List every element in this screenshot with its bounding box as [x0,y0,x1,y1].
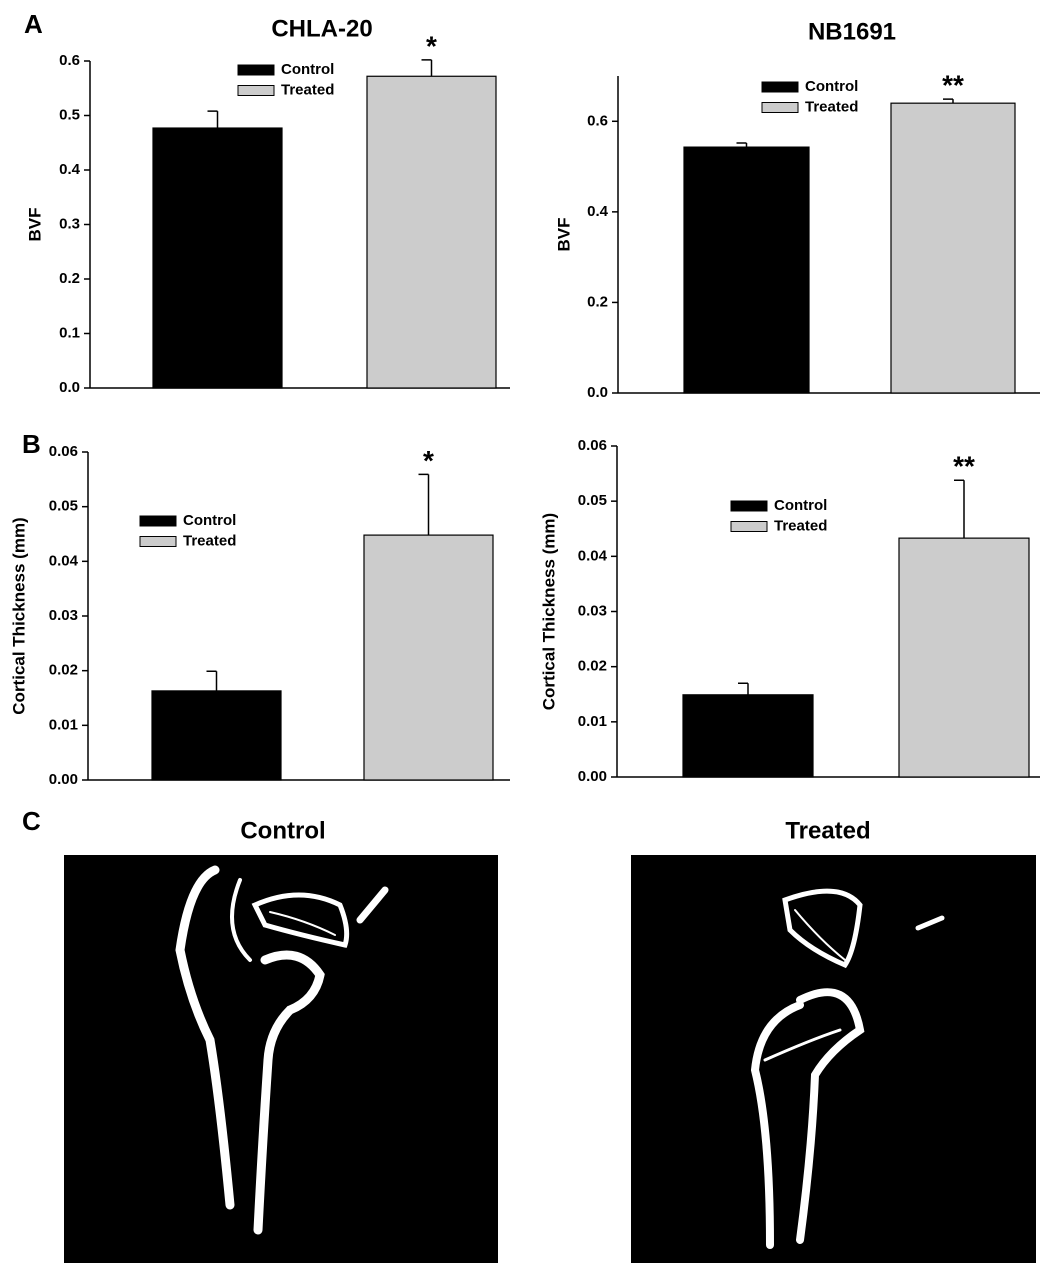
y-tick-label: 0.00 [578,768,607,785]
y-tick-label: 0.05 [49,498,78,515]
significance-label: * [423,445,434,476]
y-tick-label: 0.6 [59,52,80,69]
chart-title: CHLA-20 [271,15,372,42]
y-tick-label: 0.04 [578,547,608,564]
significance-label: * [426,30,437,61]
y-tick-label: 0.05 [578,492,607,509]
y-tick-label: 0.0 [587,384,608,401]
legend-label: Treated [805,98,858,115]
y-axis-label: BVF [25,208,44,242]
y-tick-label: 0.01 [49,716,78,733]
y-tick-label: 0.02 [578,658,607,675]
bar [683,695,813,777]
y-tick-label: 0.2 [59,270,80,287]
legend-label: Control [183,512,236,529]
y-tick-label: 0.4 [587,203,609,220]
panel-label: B [22,429,41,459]
y-tick-label: 0.00 [49,771,78,788]
error-bar [954,480,964,538]
bar [684,147,809,393]
bar [891,103,1015,393]
legend-label: Control [774,497,827,514]
legend-label: Treated [281,81,334,98]
bar [153,128,282,388]
y-tick-label: 0.5 [59,106,80,123]
error-bar [419,474,429,535]
legend-label: Treated [183,532,236,549]
image-title: Control [240,817,325,844]
y-axis-label: Cortical Thickness (mm) [9,517,28,714]
legend-swatch [731,522,767,532]
y-tick-label: 0.02 [49,662,78,679]
legend-swatch [731,501,767,511]
bar [364,535,493,780]
bar [899,538,1029,777]
y-tick-label: 0.01 [578,713,607,730]
y-axis-label: BVF [554,218,573,252]
y-tick-label: 0.1 [59,324,80,341]
y-tick-label: 0.0 [59,379,80,396]
legend-label: Control [805,78,858,95]
legend-swatch [762,82,798,92]
legend-swatch [140,537,176,547]
panel-label: C [22,806,41,836]
chart-title: NB1691 [808,18,896,45]
error-bar [737,143,747,147]
figure: A B C Control Treated CHLA-20 BVF 0.0 0.1 0.… [0,0,1060,1263]
ct-image [64,855,498,1263]
y-tick-label: 0.03 [49,607,78,624]
y-tick-label: 0.3 [59,215,80,232]
panel-label: A [24,9,43,39]
y-tick-label: 0.06 [49,443,78,460]
legend-swatch [762,103,798,113]
bar [367,76,496,388]
legend-label: Control [281,61,334,78]
bar [152,691,281,780]
significance-label: ** [942,69,964,100]
y-tick-label: 0.4 [59,161,81,178]
y-tick-label: 0.2 [587,293,608,310]
image-title: Treated [785,817,870,844]
ct-image [631,855,1036,1263]
y-tick-label: 0.04 [49,552,79,569]
y-tick-label: 0.03 [578,602,607,619]
legend-swatch [238,86,274,96]
legend-swatch [238,65,274,75]
error-bar [207,671,217,691]
y-tick-label: 0.6 [587,112,608,129]
error-bar [738,683,748,695]
error-bar [422,60,432,76]
legend-swatch [140,516,176,526]
error-bar [208,111,218,128]
y-axis-label: Cortical Thickness (mm) [539,513,558,710]
significance-label: ** [953,451,975,482]
y-tick-label: 0.06 [578,437,607,454]
legend-label: Treated [774,517,827,534]
